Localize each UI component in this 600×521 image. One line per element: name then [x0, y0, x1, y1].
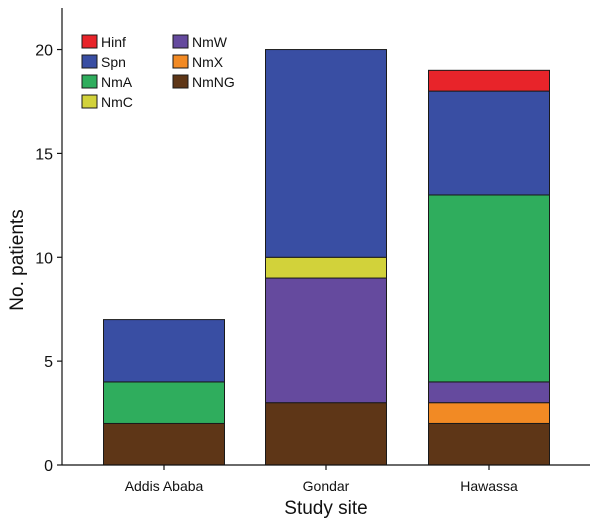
legend-label-hinf: Hinf: [101, 34, 126, 50]
bar-segment-nmw-gondar: [265, 277, 387, 404]
axes-layer: 0 5 10 15 20 Addis Ababa Gondar Hawassa: [35, 8, 590, 494]
y-tick-label: 20: [35, 43, 53, 60]
legend-label-nmx: NmX: [192, 54, 224, 70]
bar-segment-nmng-gondar: [265, 402, 387, 466]
legend-swatch-nma: [81, 74, 98, 89]
legend-swatch-nmng: [172, 74, 189, 89]
legend-label-spn: Spn: [101, 54, 126, 70]
bar-segment-nmw-hawassa: [428, 381, 550, 404]
legend-label-nmc: NmC: [101, 94, 133, 110]
legend-swatch-nmw: [172, 34, 189, 49]
legend-swatch-nmx: [172, 54, 189, 69]
bar-segment-nma-addis-ababa: [103, 381, 225, 424]
bar-segment-nmng-hawassa: [428, 422, 550, 466]
legend-swatch-hinf: [81, 34, 98, 49]
legend-label-nmw: NmW: [192, 34, 228, 50]
bar-segment-spn-addis-ababa: [103, 319, 225, 383]
y-tick-label: 0: [44, 458, 53, 475]
bars-layer: [103, 49, 550, 466]
legend-label-nma: NmA: [101, 74, 133, 90]
legend-swatch-spn: [81, 54, 98, 69]
x-tick-label: Addis Ababa: [125, 478, 204, 494]
y-axis-title: No. patients: [7, 209, 28, 310]
bar-segment-spn-hawassa: [428, 90, 550, 196]
legend: Hinf Spn NmA NmC NmW NmX NmNG: [81, 34, 235, 110]
bar-segment-hinf-hawassa: [428, 69, 550, 92]
y-tick-label: 15: [35, 146, 53, 163]
legend-label-nmng: NmNG: [192, 74, 235, 90]
bar-segment-nmng-addis-ababa: [103, 422, 225, 466]
bar-segment-nmc-gondar: [265, 256, 387, 279]
x-tick-label: Hawassa: [460, 478, 518, 494]
bar-segment-nmx-hawassa: [428, 402, 550, 424]
y-tick-label: 10: [35, 250, 53, 267]
x-axis-title: Study site: [284, 498, 367, 519]
x-tick-label: Gondar: [303, 478, 350, 494]
bar-segment-nma-hawassa: [428, 194, 550, 383]
legend-swatch-nmc: [81, 94, 98, 109]
y-tick-label: 5: [44, 354, 53, 371]
bar-segment-spn-gondar: [265, 49, 387, 258]
